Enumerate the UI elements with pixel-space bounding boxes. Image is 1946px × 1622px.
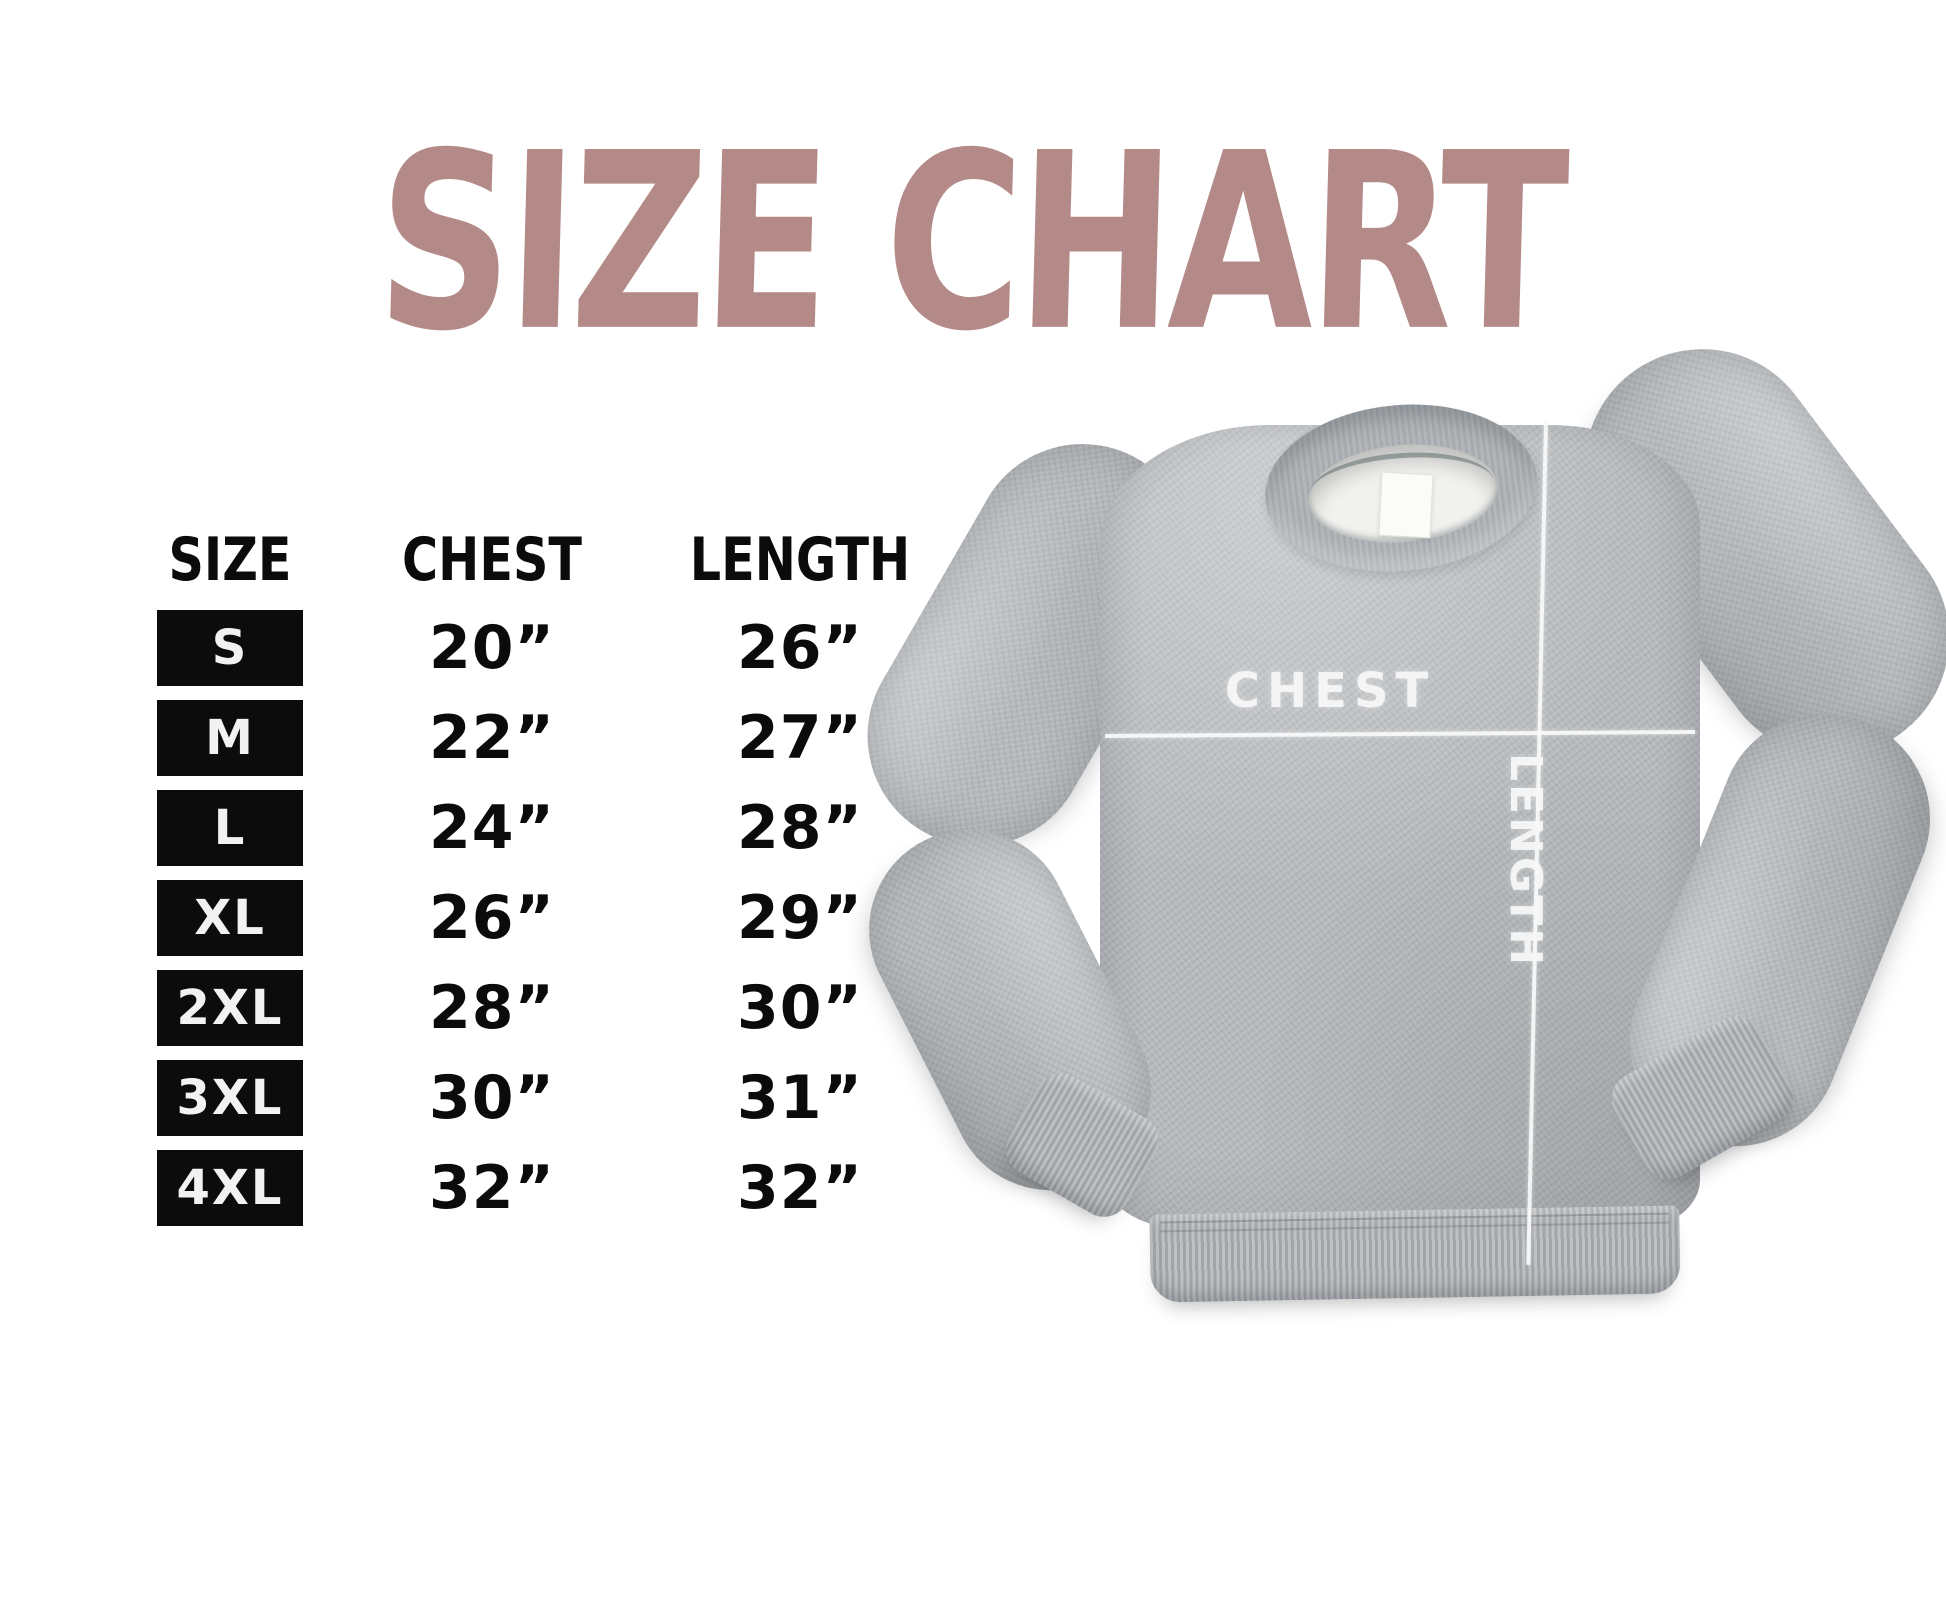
length-value: 26”: [737, 613, 863, 683]
table-header-row: SIZE CHEST LENGTH: [0, 520, 960, 600]
col-header-size: SIZE: [168, 525, 292, 595]
size-row-s: S 20” 26”: [0, 603, 1000, 693]
sweatshirt-photo: CHEST LENGTH: [720, 295, 1946, 1330]
size-badge: M: [157, 700, 303, 776]
chest-value: 24”: [429, 793, 555, 863]
size-row-3xl: 3XL 30” 31”: [0, 1053, 1000, 1143]
length-value: 29”: [737, 883, 863, 953]
neck-tag: [1378, 471, 1434, 539]
sweatshirt-body: [1100, 425, 1700, 1230]
size-badge: 3XL: [157, 1060, 303, 1136]
length-value: 32”: [737, 1153, 863, 1223]
size-row-m: M 22” 27”: [0, 693, 1000, 783]
length-value: 30”: [737, 973, 863, 1043]
chest-value: 26”: [429, 883, 555, 953]
size-badge: XL: [157, 880, 303, 956]
chest-measure-label: CHEST: [1224, 663, 1436, 719]
chest-value: 32”: [429, 1153, 555, 1223]
size-badge: 2XL: [157, 970, 303, 1046]
size-row-4xl: 4XL 32” 32”: [0, 1143, 1000, 1233]
size-badge: S: [157, 610, 303, 686]
size-row-xl: XL 26” 29”: [0, 873, 1000, 963]
length-value: 31”: [737, 1063, 863, 1133]
size-table-body: S 20” 26” M 22” 27” L 24” 28” XL 26” 29” 2XL 28” 30” 3X…: [0, 603, 1000, 1233]
size-row-2xl: 2XL 28” 30”: [0, 963, 1000, 1053]
chest-value: 20”: [429, 613, 555, 683]
size-badge: 4XL: [157, 1150, 303, 1226]
length-measure-label: LENGTH: [1500, 753, 1551, 969]
col-header-length: LENGTH: [689, 525, 911, 595]
sweatshirt-hem-band: [1149, 1205, 1681, 1303]
chest-value: 22”: [429, 703, 555, 773]
length-value: 27”: [737, 703, 863, 773]
size-badge: L: [157, 790, 303, 866]
col-header-chest: CHEST: [402, 525, 582, 595]
chest-value: 28”: [429, 973, 555, 1043]
length-value: 28”: [737, 793, 863, 863]
size-row-l: L 24” 28”: [0, 783, 1000, 873]
chest-value: 30”: [429, 1063, 555, 1133]
